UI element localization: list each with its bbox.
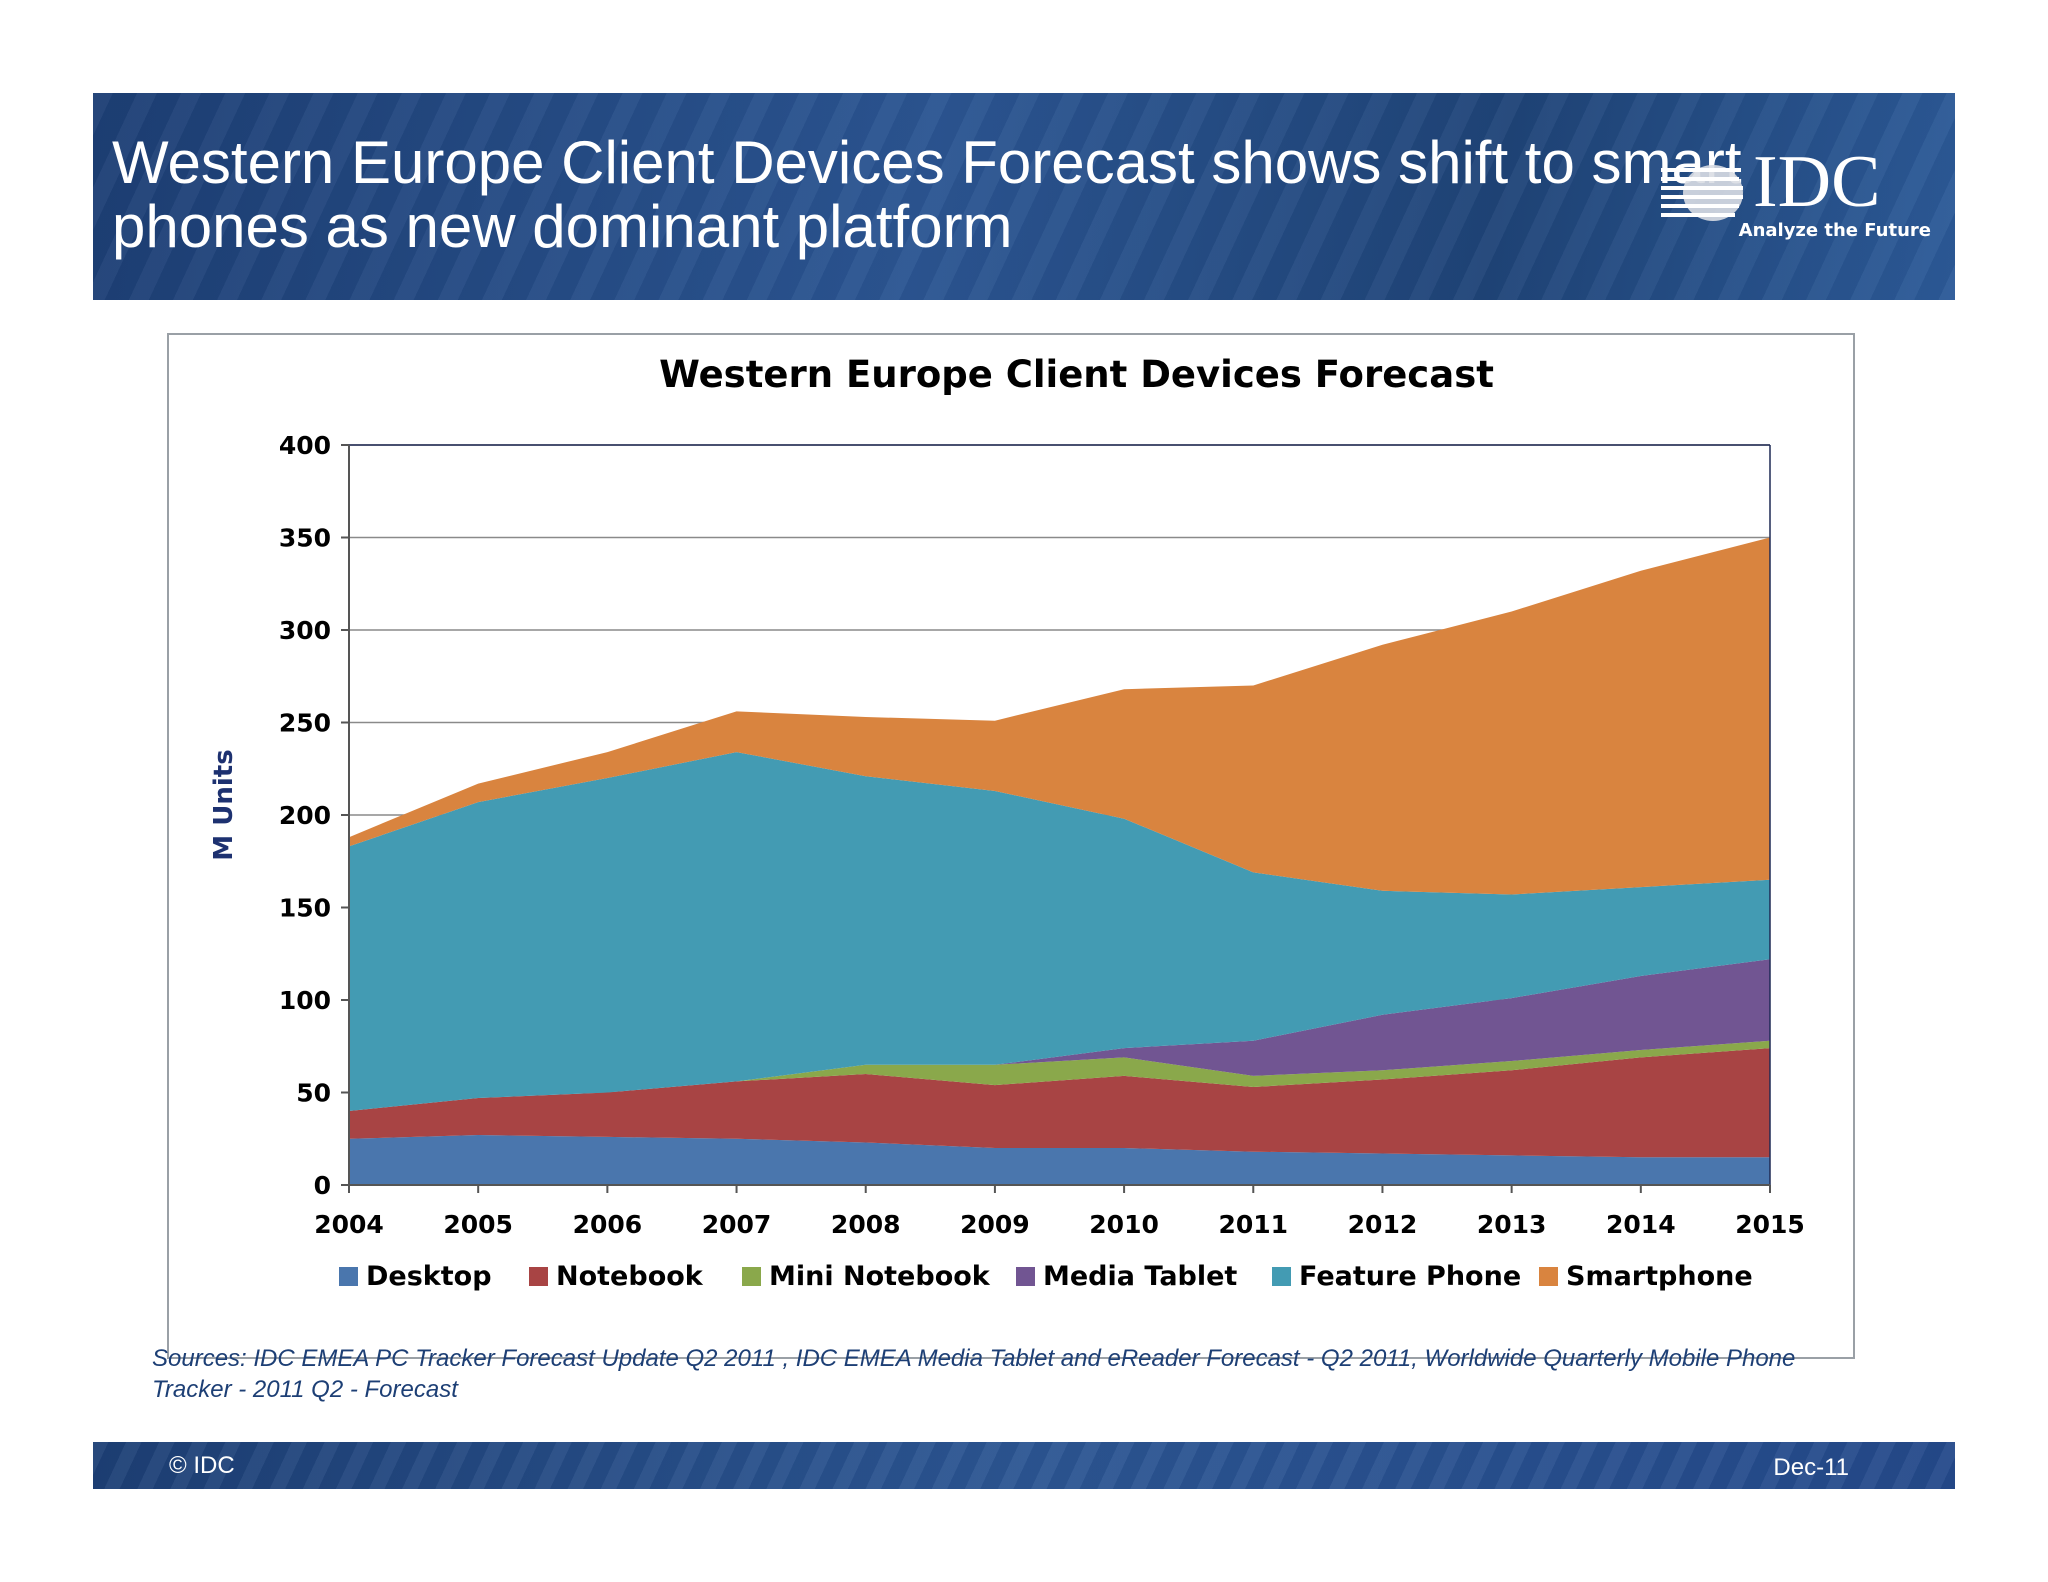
area-media-tablet [349,959,1770,1111]
y-tick-label: 250 [279,709,331,738]
y-tick-label: 150 [279,894,331,923]
chart-title: Western Europe Client Devices Forecast [659,353,1494,396]
area-feature-phone [349,752,1770,1111]
header-background-texture [93,93,1955,300]
logo-tagline: Analyze the Future [1738,220,1931,241]
y-tick-label: 100 [279,986,331,1015]
legend-swatch [1016,1267,1035,1286]
area-desktop [349,1135,1770,1185]
slide-title: Western Europe Client Devices Forecast s… [112,129,1742,260]
legend-label: Smartphone [1566,1261,1753,1292]
x-tick-label: 2014 [1606,1210,1676,1239]
x-tick-label: 2011 [1218,1210,1288,1239]
legend-swatch [1272,1267,1291,1286]
x-tick-label: 2006 [573,1210,643,1239]
sources-note: Sources: IDC EMEA PC Tracker Forecast Up… [152,1345,1796,1403]
y-tick-label: 200 [279,801,331,830]
x-tick-label: 2010 [1089,1210,1159,1239]
area-smartphone [349,537,1770,895]
y-tick-label: 300 [279,616,331,645]
area-chart: 0 50 100 150 200 250 300 350 400 2004 2005 2006 2007… [209,353,1805,1292]
globe-icon [1661,165,1743,221]
legend-label: Mini Notebook [769,1261,991,1292]
legend-swatch [529,1267,548,1286]
y-axis-label: M Units [209,749,239,860]
legend-swatch [1539,1267,1558,1286]
x-tick-label: 2007 [702,1210,772,1239]
y-tick-label: 50 [296,1079,331,1108]
x-tick-label: 2008 [831,1210,901,1239]
footer-background-texture [93,1442,1955,1489]
x-tick-label: 2012 [1348,1210,1418,1239]
chart-frame: 0 50 100 150 200 250 300 350 400 2004 2005 2006 2007… [167,333,1855,1359]
x-tick-label: 2015 [1735,1210,1805,1239]
legend-label: Notebook [556,1261,704,1292]
x-tick-label: 2005 [443,1210,513,1239]
legend-label: Desktop [366,1261,492,1292]
slide-header: Western Europe Client Devices Forecast s… [93,93,1955,300]
idc-logo: IDC Analyze the Future [1661,142,1931,248]
y-tick-label: 0 [314,1171,331,1200]
x-tick-label: 2009 [960,1210,1030,1239]
area-mini-notebook [349,1040,1770,1111]
legend-label: Media Tablet [1043,1261,1237,1292]
y-tick-label: 400 [279,431,331,460]
slide-footer: © IDC Dec-11 [93,1442,1955,1489]
area-notebook [349,1048,1770,1158]
legend-label: Feature Phone [1299,1261,1521,1292]
logo-text: IDC [1753,141,1881,223]
legend-swatch [339,1267,358,1286]
legend-swatch [742,1267,761,1286]
x-tick-label: 2013 [1477,1210,1547,1239]
y-tick-label: 350 [279,524,331,553]
footer-date: Dec-11 [1773,1454,1849,1481]
x-tick-label: 2004 [314,1210,384,1239]
copyright: © IDC [169,1452,235,1479]
